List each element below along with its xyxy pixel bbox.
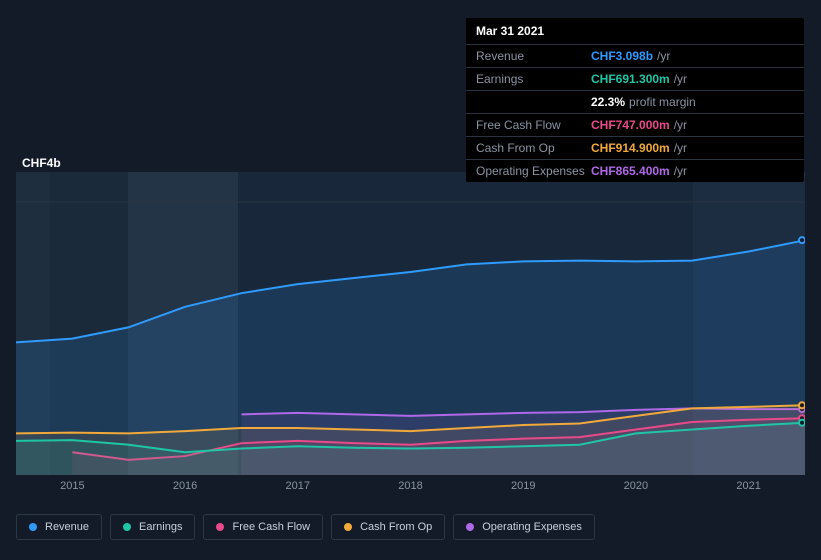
legend-label: Operating Expenses [482, 521, 582, 533]
tooltip-row: Cash From OpCHF914.900m/yr [466, 137, 804, 160]
legend-dot-icon [29, 523, 37, 531]
tooltip-label: Free Cash Flow [476, 118, 591, 132]
tooltip-label [476, 95, 591, 109]
legend-label: Revenue [45, 521, 89, 533]
tooltip-value: 22.3% [591, 95, 625, 109]
legend-item-cash-from-op[interactable]: Cash From Op [331, 514, 445, 540]
x-tick: 2021 [736, 480, 760, 492]
tooltip-label: Revenue [476, 49, 591, 63]
tooltip-unit: /yr [674, 141, 687, 155]
x-tick: 2016 [173, 480, 197, 492]
legend-dot-icon [344, 523, 352, 531]
x-tick: 2017 [286, 480, 310, 492]
tooltip-row: RevenueCHF3.098b/yr [466, 45, 804, 68]
chart-tooltip: Mar 31 2021 RevenueCHF3.098b/yrEarningsC… [466, 18, 804, 182]
legend-label: Earnings [139, 521, 182, 533]
tooltip-value: CHF691.300m [591, 72, 670, 86]
tooltip-unit: profit margin [629, 95, 696, 109]
cash_from_op-marker [799, 402, 805, 408]
legend-label: Cash From Op [360, 521, 432, 533]
x-tick: 2015 [60, 480, 84, 492]
tooltip-unit: /yr [674, 118, 687, 132]
legend-item-earnings[interactable]: Earnings [110, 514, 195, 540]
tooltip-row: EarningsCHF691.300m/yr [466, 68, 804, 91]
tooltip-value: CHF865.400m [591, 164, 670, 178]
legend-item-revenue[interactable]: Revenue [16, 514, 102, 540]
tooltip-row: 22.3% profit margin [466, 91, 804, 114]
tooltip-row: Operating ExpensesCHF865.400m/yr [466, 160, 804, 182]
tooltip-label: Cash From Op [476, 141, 591, 155]
x-axis: 2015 2016 2017 2018 2019 2020 2021 [16, 480, 805, 494]
tooltip-value: CHF747.000m [591, 118, 670, 132]
tooltip-date: Mar 31 2021 [466, 18, 804, 45]
tooltip-label: Earnings [476, 72, 591, 86]
y-axis-top-label: CHF4b [22, 156, 61, 170]
x-tick: 2020 [624, 480, 648, 492]
tooltip-unit: /yr [674, 72, 687, 86]
earnings-marker [799, 420, 805, 426]
legend-dot-icon [216, 523, 224, 531]
revenue-marker [799, 237, 805, 243]
chart-legend: Revenue Earnings Free Cash Flow Cash From O… [16, 514, 595, 540]
tooltip-unit: /yr [674, 164, 687, 178]
tooltip-label: Operating Expenses [476, 164, 591, 178]
legend-item-free-cash-flow[interactable]: Free Cash Flow [203, 514, 323, 540]
legend-dot-icon [123, 523, 131, 531]
tooltip-row: Free Cash FlowCHF747.000m/yr [466, 114, 804, 137]
tooltip-value: CHF914.900m [591, 141, 670, 155]
tooltip-unit: /yr [657, 49, 670, 63]
x-tick: 2019 [511, 480, 535, 492]
x-tick: 2018 [398, 480, 422, 492]
tooltip-value: CHF3.098b [591, 49, 653, 63]
legend-dot-icon [466, 523, 474, 531]
legend-item-operating-expenses[interactable]: Operating Expenses [453, 514, 595, 540]
financials-chart[interactable] [16, 172, 805, 475]
legend-label: Free Cash Flow [232, 521, 310, 533]
